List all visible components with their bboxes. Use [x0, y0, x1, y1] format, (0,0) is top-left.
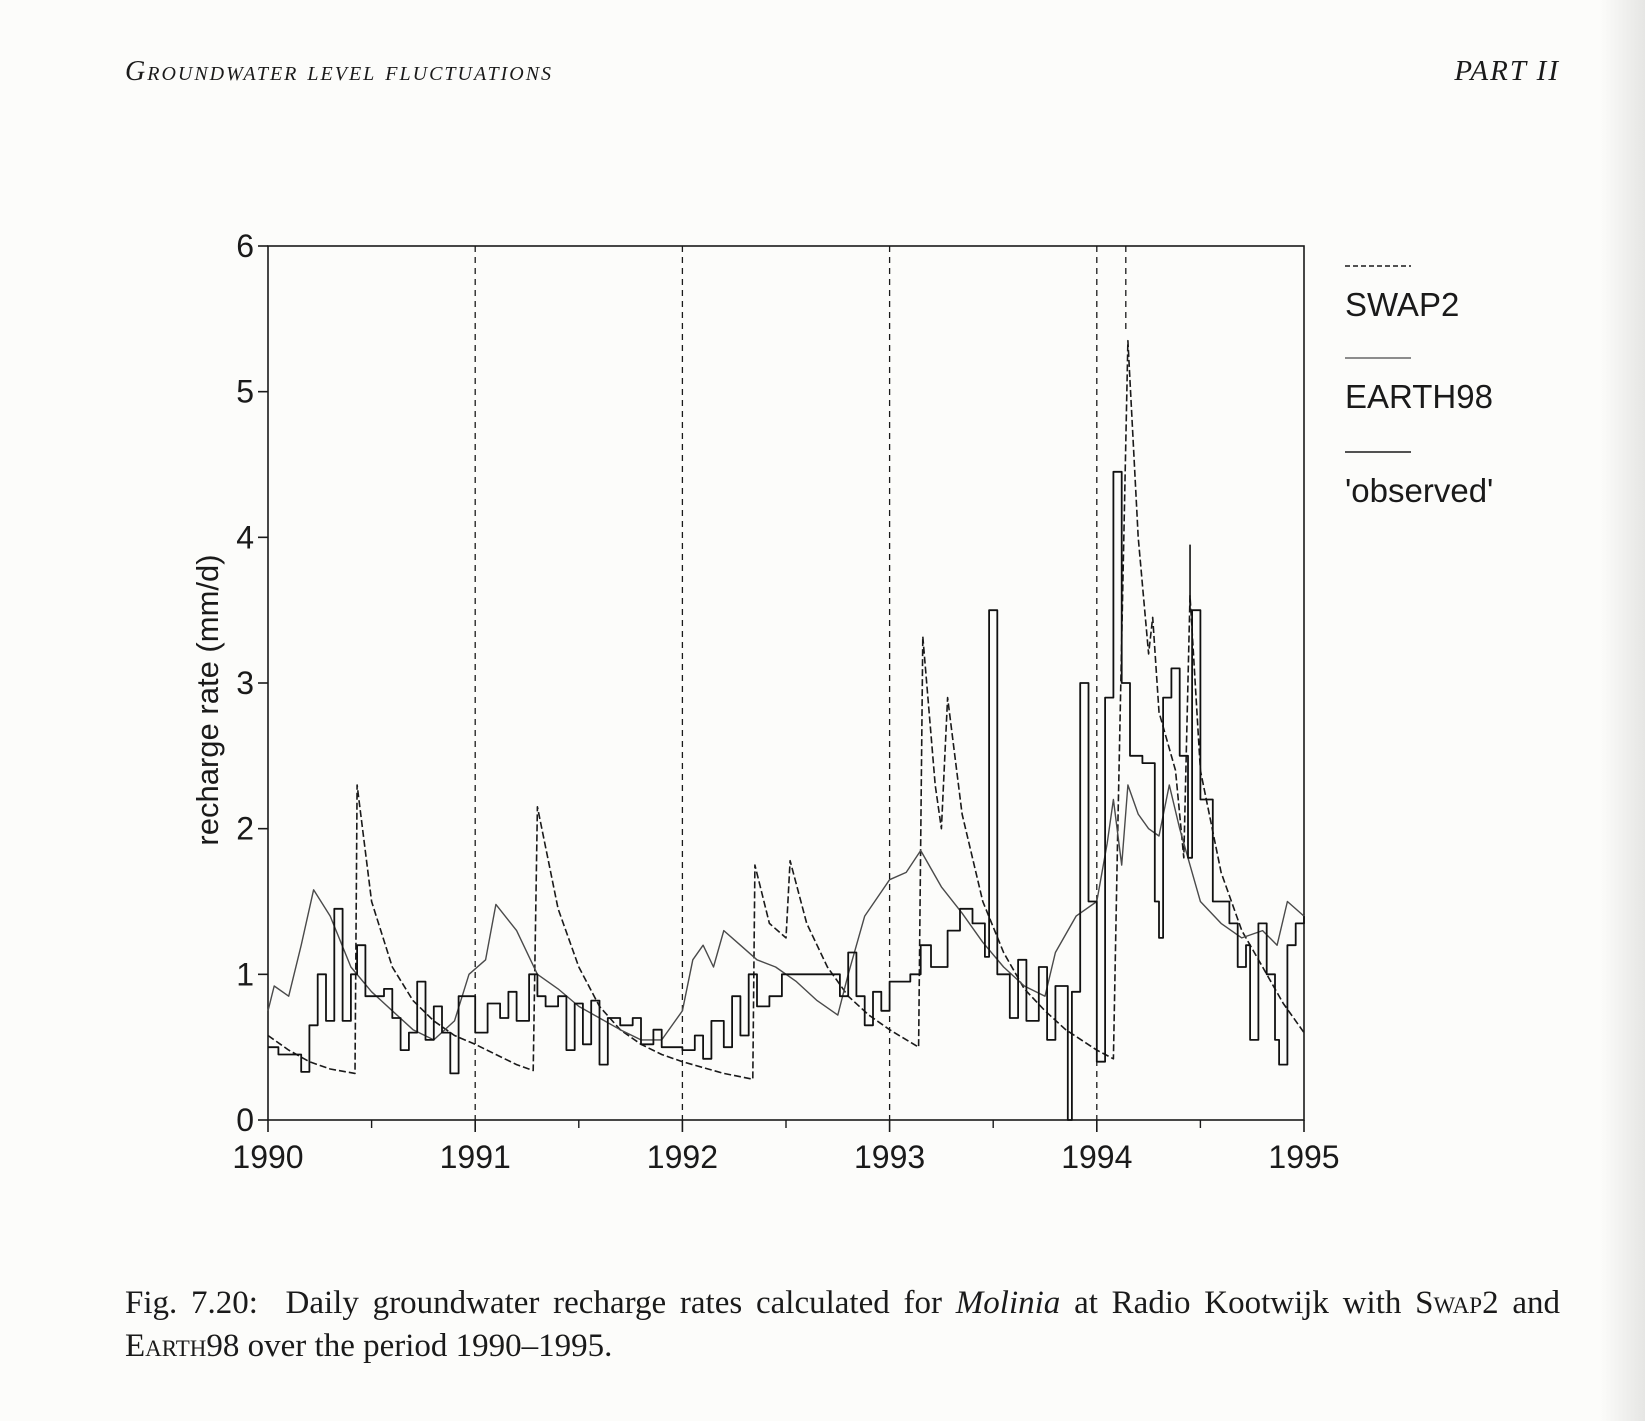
caption-text-3: and — [1512, 1285, 1561, 1321]
caption-text-4: over the period 1990–1995. — [247, 1328, 613, 1364]
y-tick-label: 5 — [236, 374, 254, 410]
page-edge-shadow — [1600, 0, 1645, 1421]
x-tick-label: 1993 — [854, 1139, 925, 1175]
x-tick-label: 1994 — [1061, 1139, 1132, 1175]
caption-text-1: Daily groundwater recharge rates calcula… — [285, 1285, 942, 1321]
caption-label: Fig. 7.20: — [125, 1285, 258, 1321]
caption-text-2: at Radio Kootwijk with — [1074, 1285, 1402, 1321]
legend-label-0: SWAP2 — [1345, 286, 1459, 323]
series-line-observed — [268, 470, 1305, 1121]
running-head-part: PART II — [1454, 55, 1560, 87]
plot-border — [267, 245, 1305, 1121]
caption-model-2: Earth98 — [125, 1328, 240, 1364]
legend-label-2: 'observed' — [1345, 472, 1493, 509]
series-line-swap2 — [267, 339, 1305, 1080]
figure-caption: Fig. 7.20: Daily groundwater recharge ra… — [125, 1282, 1560, 1368]
y-axis-title: recharge rate (mm/d) — [190, 554, 225, 845]
y-tick-label: 2 — [236, 811, 254, 847]
series-line-earth98 — [267, 784, 1305, 1041]
y-tick-label: 0 — [236, 1102, 254, 1138]
x-tick-label: 1995 — [1268, 1139, 1339, 1175]
x-tick-label: 1992 — [647, 1139, 718, 1175]
y-tick-label: 1 — [236, 956, 254, 992]
series-layer — [267, 339, 1305, 1121]
caption-species: Molinia — [955, 1285, 1061, 1321]
axis-ticks: 1990 1991 1992 1993 1994 1995 0 1 2 3 4 5 6 — [232, 228, 1339, 1175]
caption-model-1: Swap2 — [1415, 1285, 1499, 1321]
running-head-title: Groundwater level fluctuations — [125, 56, 554, 87]
x-tick-label: 1991 — [440, 1139, 511, 1175]
y-tick-label: 6 — [236, 228, 254, 264]
recharge-rate-chart: 1990 1991 1992 1993 1994 1995 0 1 2 3 4 5 6 recharge… — [190, 228, 1493, 1175]
x-tick-label: 1990 — [232, 1139, 303, 1175]
y-tick-label: 4 — [236, 519, 254, 555]
y-tick-label: 3 — [236, 665, 254, 701]
plot-frame — [267, 245, 1305, 1121]
legend: SWAP2 EARTH98 'observed' — [1345, 265, 1493, 509]
dashed-reference-lines — [474, 246, 1127, 1120]
legend-label-1: EARTH98 — [1345, 378, 1493, 415]
